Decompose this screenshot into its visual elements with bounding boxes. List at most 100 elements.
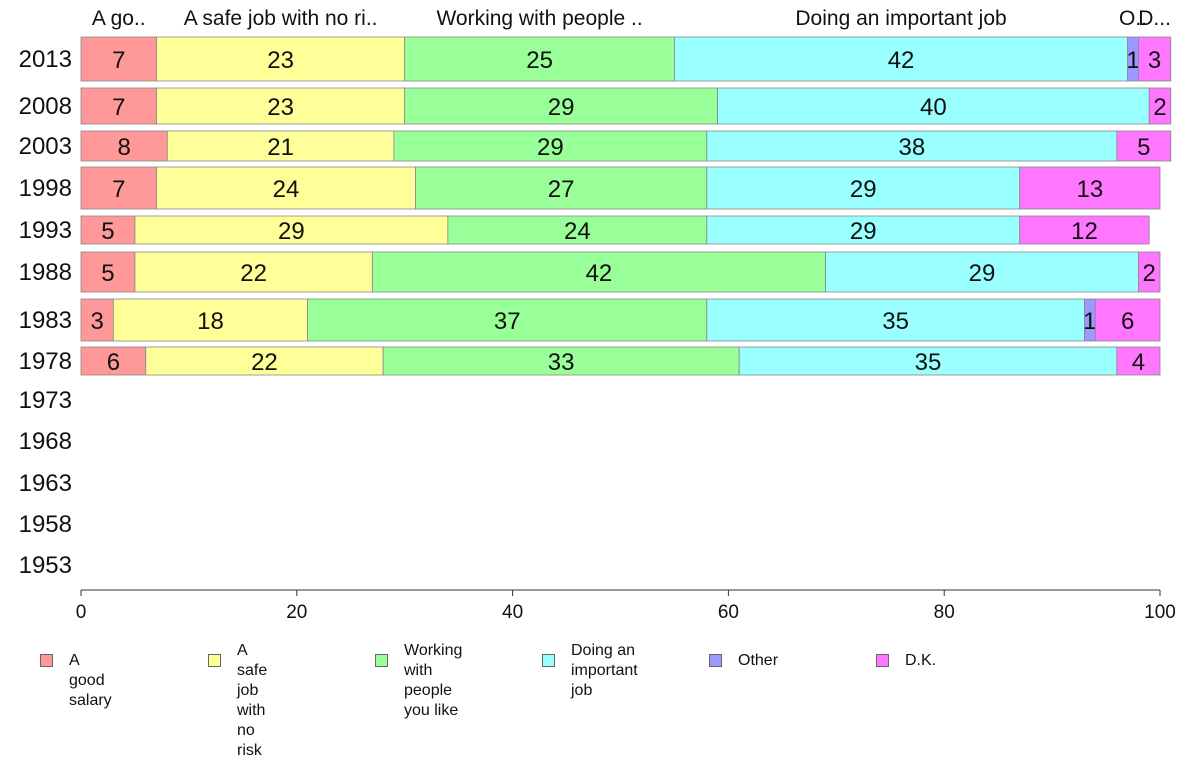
chart-plot-area: 2013200820031998199319881983197819731968… (19, 7, 1176, 623)
bar-segment (134, 251, 373, 293)
bar-value-label: 25 (526, 47, 553, 74)
year-label: 1998 (19, 175, 72, 202)
bar-segment (404, 87, 719, 125)
bar-segment (80, 166, 157, 210)
legend-swatch (542, 654, 555, 667)
legend-label: Doing an important job (571, 642, 638, 699)
x-tick-label: 40 (502, 602, 523, 623)
bar-segment (706, 298, 1085, 342)
bar-value-label: 29 (850, 176, 877, 203)
bar-segment (80, 87, 157, 125)
bar-value-label: 13 (1077, 176, 1104, 203)
bar-segment (738, 346, 1118, 376)
series-header-label: O.. (1119, 7, 1147, 30)
legend-swatch (40, 654, 53, 667)
x-tick-label: 100 (1144, 602, 1176, 623)
x-tick-label: 80 (934, 602, 955, 623)
legend-label: A good salary (69, 652, 112, 709)
bar-value-label: 5 (101, 218, 114, 245)
x-tick-label: 60 (718, 602, 739, 623)
year-label: 1993 (19, 217, 72, 244)
bar-value-label: 42 (586, 260, 613, 287)
year-label: 1988 (19, 259, 72, 286)
bar-value-label: 3 (1148, 47, 1161, 74)
year-label: 1953 (19, 552, 72, 579)
series-header-label: A safe job with no ri.. (184, 7, 378, 30)
bar-value-label: 37 (494, 308, 521, 335)
legend-swatch (375, 654, 388, 667)
bar-value-label: 12 (1071, 218, 1098, 245)
bar-value-label: 35 (882, 308, 909, 335)
bar-segment (307, 298, 708, 342)
bar-value-label: 2 (1153, 94, 1166, 121)
bar-value-label: 27 (548, 176, 575, 203)
bar-value-label: 5 (101, 260, 114, 287)
bar-segment (674, 36, 1129, 82)
bar-segment (156, 36, 406, 82)
year-label: 2013 (19, 46, 72, 73)
bar-value-label: 29 (537, 134, 564, 161)
bar-value-label: 22 (251, 349, 278, 376)
series-header-label: Doing an important job (795, 7, 1006, 30)
series-header-label: Working with people .. (436, 7, 642, 30)
bar-segment (166, 130, 395, 162)
bar-value-label: 42 (888, 47, 915, 74)
bar-value-label: 2 (1143, 260, 1156, 287)
bar-value-label: 24 (564, 218, 591, 245)
bar-segment (1094, 298, 1161, 342)
bar-segment (80, 130, 168, 162)
bar-value-label: 6 (1121, 308, 1134, 335)
bar-value-label: 23 (267, 47, 294, 74)
legend-label: D.K. (905, 652, 937, 669)
year-label: 1983 (19, 307, 72, 334)
bar-segment (393, 130, 708, 162)
legend-swatch (208, 654, 221, 667)
year-label: 1978 (19, 348, 72, 375)
bar-value-label: 1 (1083, 308, 1096, 335)
bar-value-label: 5 (1137, 134, 1150, 161)
bar-value-label: 3 (91, 308, 104, 335)
chart-legend: A good salary A safe job with no risk Work… (0, 640, 1188, 759)
bar-value-label: 6 (107, 349, 120, 376)
bar-segment (80, 346, 147, 376)
bar-segment (717, 87, 1150, 125)
bar-segment (1148, 87, 1172, 125)
bar-segment (404, 36, 675, 82)
bar-value-label: 29 (850, 218, 877, 245)
bar-segment (1019, 166, 1161, 210)
bar-segment (156, 166, 416, 210)
bar-segment (1019, 215, 1150, 245)
bar-segment (447, 215, 708, 245)
legend-swatch (709, 654, 722, 667)
stacked-bar-chart: 2013 2008 2003 1998 1993 1988 1983 1978 1973 1968… (0, 7, 1188, 759)
bar-value-label: 7 (112, 94, 125, 121)
year-label: 2003 (19, 133, 72, 160)
bar-segment (1138, 251, 1161, 293)
legend-label: Working with people you like (404, 642, 463, 719)
bar-value-label: 7 (112, 176, 125, 203)
bar-segment (1138, 36, 1172, 82)
legend-swatch (876, 654, 889, 667)
bar-segment (1116, 130, 1172, 162)
bar-value-label: 23 (267, 94, 294, 121)
bar-segment (112, 298, 308, 342)
bar-segment (415, 166, 708, 210)
bar-segment (80, 36, 157, 82)
bar-segment (825, 251, 1139, 293)
bar-segment (80, 251, 136, 293)
year-label: 1973 (19, 387, 72, 414)
bar-value-label: 22 (240, 260, 267, 287)
bar-value-label: 7 (112, 47, 125, 74)
legend-label: A safe job with no risk (237, 642, 268, 759)
bar-segment (706, 215, 1021, 245)
bar-value-label: 35 (915, 349, 942, 376)
bar-value-label: 38 (898, 134, 925, 161)
bar-value-label: 4 (1132, 349, 1145, 376)
bar-value-label: 29 (278, 218, 305, 245)
bar-segment (1116, 346, 1161, 376)
bar-segment (371, 251, 826, 293)
x-tick-label: 20 (286, 602, 307, 623)
year-label: 1968 (19, 428, 72, 455)
bar-value-label: 33 (548, 349, 575, 376)
year-label: 2008 (19, 93, 72, 120)
